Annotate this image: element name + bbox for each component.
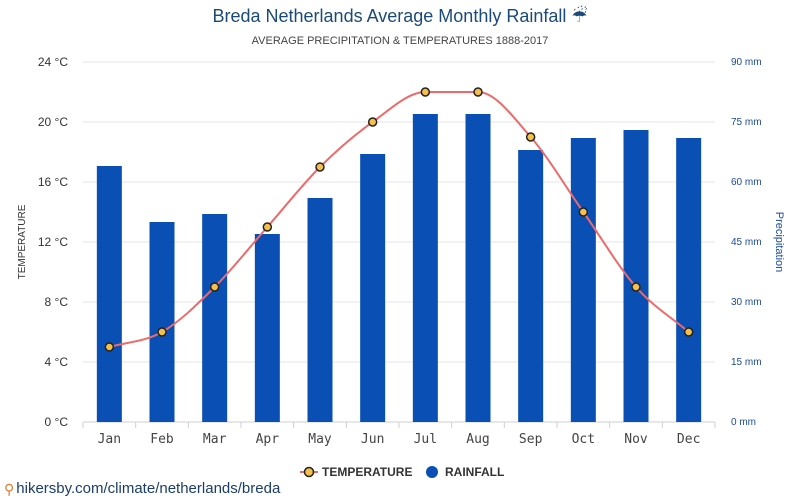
x-tick-label: Apr — [256, 432, 280, 447]
rainfall-bar — [202, 214, 228, 422]
y-right-tick-label: 60 mm — [731, 177, 762, 188]
temperature-point — [367, 117, 378, 127]
legend-temperature-marker — [303, 466, 315, 478]
y-left-tick-label: 20 °C — [38, 115, 68, 129]
y-right-tick-label: 90 mm — [731, 57, 762, 68]
temperature-point — [420, 87, 431, 97]
temperature-point — [209, 282, 220, 292]
y-left-axis-title: TEMPERATURE — [17, 204, 28, 279]
y-right-tick-label: 45 mm — [731, 237, 762, 248]
source-url: hikersby.com/climate/netherlands/breda — [16, 480, 281, 497]
x-tick-label: Jan — [98, 432, 121, 447]
temperature-point — [631, 282, 641, 292]
x-tick-label: Jun — [361, 432, 384, 447]
x-tick-label: Sep — [519, 432, 543, 447]
x-tick-label: Mar — [203, 432, 227, 447]
y-left-tick-label: 4 °C — [45, 355, 69, 369]
rainfall-bar — [570, 138, 596, 422]
chart-title: Breda Netherlands Average Monthly Rainfa… — [212, 6, 588, 26]
y-left-tick-label: 0 °C — [45, 415, 69, 429]
y-right-tick-label: 30 mm — [731, 297, 762, 308]
source-link[interactable]: ⚲ hikersby.com/climate/netherlands/breda — [4, 480, 280, 497]
y-left-tick-label: 16 °C — [38, 175, 68, 189]
chart-subtitle: AVERAGE PRECIPITATION & TEMPERATURES 188… — [251, 35, 549, 47]
temperature-point — [262, 222, 273, 232]
temperature-point — [578, 207, 589, 217]
legend-rainfall-marker — [426, 466, 438, 478]
y-right-tick-label: 75 mm — [731, 117, 762, 128]
temperature-line — [109, 91, 690, 348]
temperature-point — [315, 162, 325, 172]
rainfall-bar — [96, 166, 122, 422]
y-left-tick-label: 24 °C — [38, 55, 68, 69]
x-tick-label: Oct — [572, 432, 595, 447]
rainfall-bar — [518, 150, 544, 422]
legend-temperature-label: TEMPERATURE — [322, 465, 412, 479]
x-tick-label: May — [308, 432, 332, 447]
y-left-tick-label: 12 °C — [38, 235, 68, 249]
map-pin-icon: ⚲ — [4, 480, 15, 497]
rainfall-bar — [360, 154, 386, 422]
temperature-point — [104, 342, 115, 352]
temperature-point — [525, 132, 536, 142]
y-left-tick-label: 8 °C — [45, 295, 69, 309]
rainfall-bar — [307, 198, 333, 422]
legend-rainfall-label: RAINFALL — [445, 465, 504, 479]
temperature-point — [473, 87, 483, 97]
x-tick-label: Nov — [624, 432, 648, 447]
y-right-tick-label: 15 mm — [731, 357, 762, 368]
rainfall-bar — [254, 234, 280, 422]
rainfall-bar — [676, 138, 702, 422]
x-tick-label: Feb — [150, 432, 174, 447]
temperature-point — [683, 327, 694, 337]
temperature-point — [157, 327, 167, 337]
y-right-axis-title: Precipitation — [773, 212, 785, 273]
x-tick-label: Jul — [414, 432, 437, 447]
rainfall-bar — [412, 114, 438, 422]
x-tick-label: Dec — [677, 432, 700, 447]
rainfall-bar — [149, 222, 175, 422]
y-right-tick-label: 0 mm — [731, 417, 756, 428]
x-tick-label: Aug — [466, 432, 489, 447]
rainfall-bar — [465, 114, 491, 422]
